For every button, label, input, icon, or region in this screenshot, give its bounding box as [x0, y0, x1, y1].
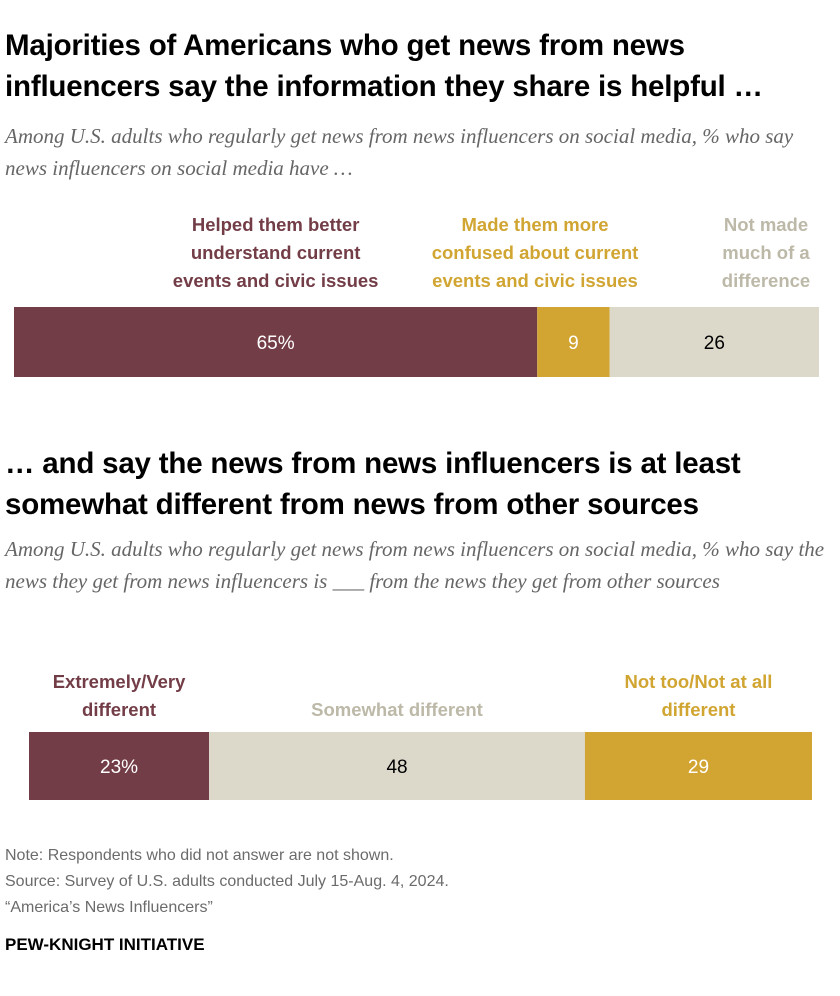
data-label-somewhat-different: 48 [386, 757, 407, 778]
chart-1-stacked-bar: 65% 9 26 Helped them better understand curre… [14, 214, 819, 377]
chart-2-subtitle: Among U.S. adults who regularly get news… [5, 537, 825, 593]
chart-1-title: Majorities of Americans who get news fro… [5, 29, 763, 103]
legend-label-helped-them-better-understand-current-events-and-civic-issues: Helped them better understand current even… [172, 214, 379, 291]
legend-label-not-made-much-of-a-difference: Not made much of a difference [721, 214, 811, 291]
source-text: Source: Survey of U.S. adults conducted … [5, 873, 449, 890]
bar-segment-made-them-more-confused-about-current-events-and-civic-issues [537, 307, 610, 377]
data-label-extremely-very-different: 23% [100, 757, 138, 778]
legend-label-not-too-not-at-all-different: Not too/Not at all different [624, 671, 773, 720]
report-title-text: “America’s News Influencers” [5, 899, 213, 916]
legend-label-made-them-more-confused-about-current-events-and-civic-issues: Made them more confused about current even… [431, 214, 639, 291]
chart-2-title: … and say the news from news influencers… [5, 447, 741, 521]
legend-label-somewhat-different: Somewhat different [311, 699, 483, 720]
bar-segment-extremely-very-different [29, 732, 210, 800]
footnotes: Note: Respondents who did not answer are… [5, 843, 449, 921]
data-label-made-them-more-confused-about-current-events-and-civic-issues: 9 [568, 333, 579, 354]
chart-2-stacked-bar: 23% 48 29 Extremely/Very different Somewhat d… [29, 671, 812, 800]
bar-segment-not-made-much-of-a-difference [609, 307, 819, 377]
legend-label-extremely-very-different: Extremely/Very different [52, 671, 186, 720]
data-label-not-made-much-of-a-difference: 26 [704, 333, 725, 354]
data-label-not-too-not-at-all-different: 29 [688, 757, 709, 778]
bar-segment-helped-them-better-understand-current-events-and-civic-issues [14, 307, 538, 377]
organization-name: PEW-KNIGHT INITIATIVE [5, 935, 205, 954]
chart-2-svg: 23% 48 29 [29, 732, 812, 800]
bar-segment-not-too-not-at-all-different [584, 732, 812, 800]
data-label-helped-them-better-understand-current-events-and-civic-issues: 65% [257, 333, 295, 354]
chart-1-subtitle: Among U.S. adults who regularly get news… [5, 124, 794, 180]
chart-1-svg: 65% 9 26 [14, 307, 819, 377]
note-text: Note: Respondents who did not answer are… [5, 847, 394, 864]
bar-segment-somewhat-different [209, 732, 585, 800]
